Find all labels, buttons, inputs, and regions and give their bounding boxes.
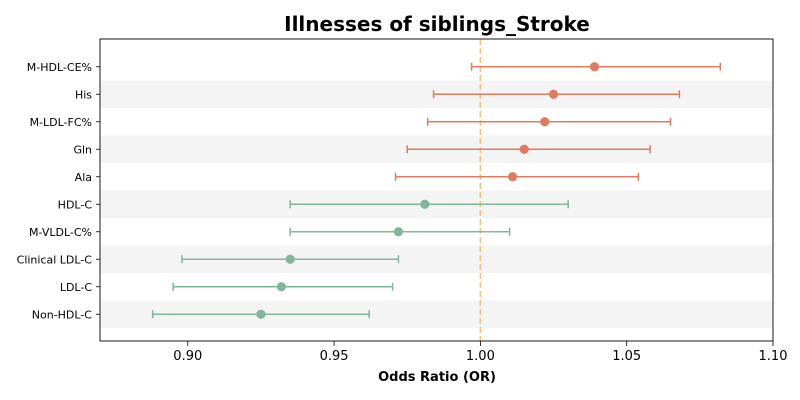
plot-frame xyxy=(99,38,774,342)
y-tick-label: Clinical LDL-C xyxy=(17,253,93,266)
point-estimate xyxy=(276,282,287,292)
y-tick-label: M-VLDL-C% xyxy=(29,226,92,239)
point-estimate xyxy=(548,89,559,99)
x-tick-label: 1.05 xyxy=(612,349,641,364)
point-estimate xyxy=(256,309,266,319)
y-tick-label: Gln xyxy=(73,143,92,156)
point-estimate xyxy=(519,144,529,154)
point-estimate xyxy=(507,172,518,182)
y-axis-ticks: M-HDL-CE% His M-LDL-FC% Gln Ala HDL-C M-VLDL-C… xyxy=(17,61,100,321)
point-estimates xyxy=(256,62,600,319)
y-tick-label: Ala xyxy=(75,171,92,184)
x-axis-label: Odds Ratio (OR) xyxy=(378,370,496,385)
y-tick-label: M-LDL-FC% xyxy=(30,116,92,129)
x-tick-label: 0.95 xyxy=(320,349,349,364)
chart-title: Illnesses of siblings_Stroke xyxy=(284,12,590,36)
x-tick-label: 1.00 xyxy=(466,349,495,364)
y-tick-label: M-HDL-CE% xyxy=(27,61,92,74)
y-tick-label: HDL-C xyxy=(58,198,93,211)
point-estimate xyxy=(589,62,600,72)
point-estimate xyxy=(393,227,404,237)
point-estimate xyxy=(420,199,430,209)
point-estimate xyxy=(540,117,550,127)
x-tick-label: 1.10 xyxy=(759,349,788,364)
y-tick-label: LDL-C xyxy=(60,281,93,294)
y-tick-label: Non-HDL-C xyxy=(32,308,93,321)
plot-border xyxy=(99,38,774,342)
y-tick-label: His xyxy=(75,88,92,101)
point-estimate xyxy=(285,254,295,264)
x-axis-ticks: 0.90 0.95 1.00 1.05 1.10 xyxy=(173,341,787,364)
x-tick-label: 0.90 xyxy=(173,349,202,364)
